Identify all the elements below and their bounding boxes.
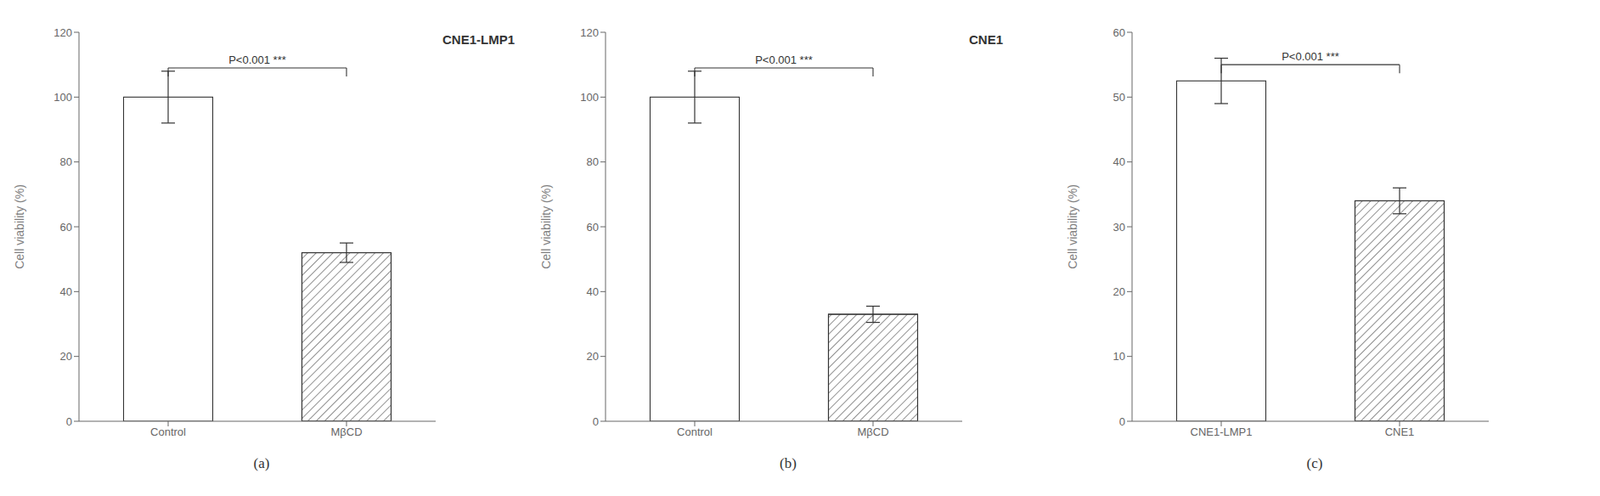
svg-text:0: 0 bbox=[1119, 415, 1126, 429]
svg-text:50: 50 bbox=[1113, 90, 1126, 104]
svg-text:20: 20 bbox=[1113, 285, 1126, 299]
svg-text:Cell viability (%): Cell viability (%) bbox=[1065, 184, 1080, 270]
svg-text:40: 40 bbox=[586, 285, 599, 299]
svg-text:0: 0 bbox=[592, 415, 599, 429]
svg-text:120: 120 bbox=[580, 26, 599, 40]
svg-text:CNE1-LMP1: CNE1-LMP1 bbox=[1190, 425, 1253, 439]
svg-text:120: 120 bbox=[53, 26, 73, 40]
svg-text:60: 60 bbox=[586, 220, 599, 234]
svg-text:100: 100 bbox=[53, 90, 73, 104]
html-text:(c): (c) bbox=[1306, 455, 1323, 472]
svg-text:P<0.001 ***: P<0.001 *** bbox=[228, 53, 287, 67]
svg-text:20: 20 bbox=[586, 349, 599, 363]
svg-text:10: 10 bbox=[1113, 349, 1126, 363]
svg-text:60: 60 bbox=[1113, 26, 1126, 40]
html-text:(b): (b) bbox=[779, 455, 797, 472]
html-text:CNE1: CNE1 bbox=[969, 32, 1003, 47]
html-text:CNE1-LMP1: CNE1-LMP1 bbox=[442, 32, 515, 47]
svg-text:Cell viability (%): Cell viability (%) bbox=[12, 184, 27, 270]
svg-text:20: 20 bbox=[60, 349, 73, 363]
svg-text:30: 30 bbox=[1113, 220, 1126, 234]
svg-text:P<0.001 ***: P<0.001 *** bbox=[1281, 50, 1340, 63]
svg-text:40: 40 bbox=[60, 285, 73, 299]
svg-text:40: 40 bbox=[1113, 155, 1126, 169]
svg-text:CNE1: CNE1 bbox=[1385, 425, 1415, 439]
svg-text:P<0.001 ***: P<0.001 *** bbox=[754, 53, 813, 67]
svg-text:MβCD: MβCD bbox=[330, 425, 362, 439]
svg-text:Control: Control bbox=[150, 425, 186, 439]
svg-text:MβCD: MβCD bbox=[856, 425, 889, 439]
html-text:(a): (a) bbox=[253, 455, 270, 472]
svg-text:80: 80 bbox=[60, 155, 73, 169]
svg-text:0: 0 bbox=[66, 415, 73, 429]
svg-text:Cell viability (%): Cell viability (%) bbox=[539, 184, 553, 270]
svg-text:Control: Control bbox=[676, 425, 713, 439]
svg-text:60: 60 bbox=[60, 220, 73, 234]
svg-text:100: 100 bbox=[580, 90, 599, 104]
svg-text:80: 80 bbox=[586, 155, 599, 169]
